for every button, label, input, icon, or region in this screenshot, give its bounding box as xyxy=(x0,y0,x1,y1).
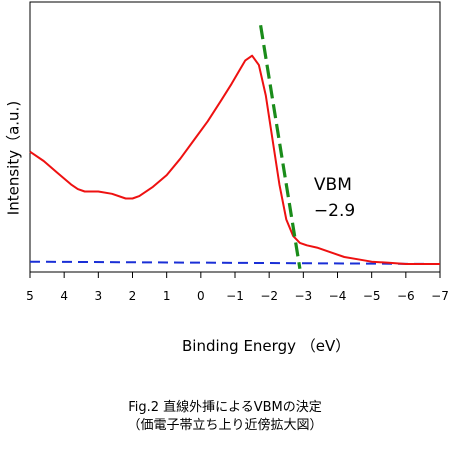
figure-caption: Fig.2 直線外挿によるVBMの決定 xyxy=(128,400,322,415)
y-axis-title-box: Intensity（a.u.) xyxy=(2,28,24,288)
x-axis-ticks: 5 4 3 2 1 0 −1 −2 −3 −4 −5 −6 −7 xyxy=(26,272,449,303)
x-tick-label: −4 xyxy=(329,289,347,303)
extrapolation-line xyxy=(259,25,302,269)
x-tick-label: 5 xyxy=(26,289,34,303)
x-tick-label: −1 xyxy=(226,289,244,303)
series-layer xyxy=(29,25,441,269)
x-tick-label: −7 xyxy=(431,289,449,303)
x-tick-label: 2 xyxy=(129,289,137,303)
plot-area xyxy=(29,1,441,273)
x-tick-label: −5 xyxy=(363,289,381,303)
y-axis-title: Intensity（a.u.) xyxy=(4,100,23,216)
vbm-value-annotation: −2.9 xyxy=(313,200,356,221)
x-axis-title: Binding Energy （eV） xyxy=(182,337,351,355)
x-tick-label: 0 xyxy=(197,289,205,303)
x-tick-label: −3 xyxy=(294,289,312,303)
x-tick-label: −6 xyxy=(397,289,415,303)
x-tick-label: −2 xyxy=(260,289,278,303)
figure-caption-sub: （価電子帯立ち上り近傍拡大図） xyxy=(127,418,323,433)
vbm-annotation: VBM xyxy=(313,174,352,195)
spectrum-line xyxy=(29,54,440,265)
x-tick-label: 1 xyxy=(163,289,171,303)
baseline-line xyxy=(29,260,441,265)
x-tick-label: 3 xyxy=(95,289,103,303)
x-tick-label: 4 xyxy=(60,289,68,303)
